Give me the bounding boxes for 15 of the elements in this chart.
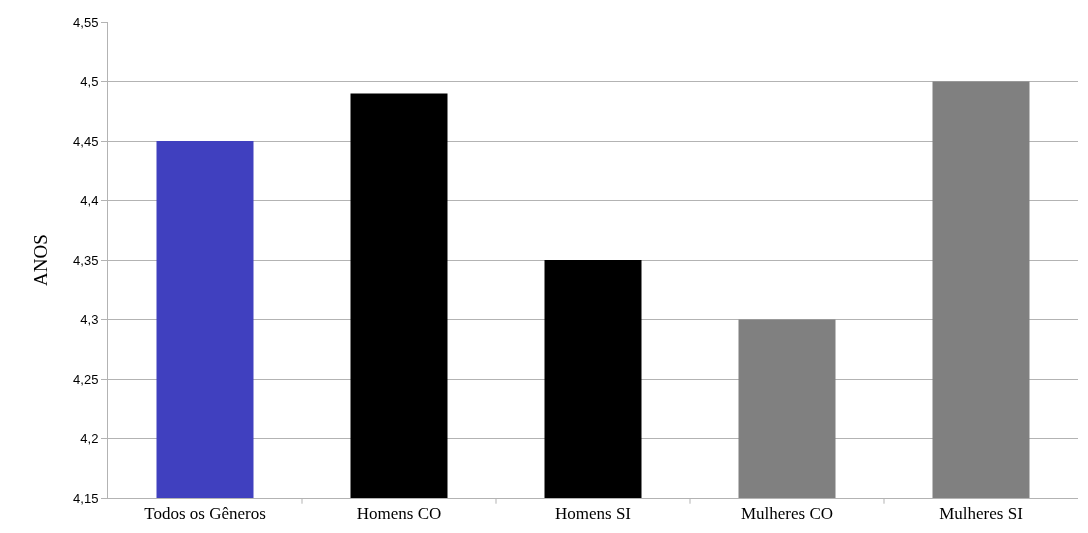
y-tick-label: 4,2	[80, 431, 99, 447]
y-tick-label: 4,15	[73, 490, 99, 506]
y-tick-label: 4,55	[73, 14, 99, 30]
y-tick-label: 4,3	[80, 312, 99, 328]
y-tick-label: 4,4	[80, 193, 99, 209]
y-tick-label: 4,5	[80, 74, 99, 90]
x-tick-label: Mulheres SI	[939, 504, 1024, 524]
y-axis-title: ANOS	[29, 234, 51, 286]
x-tick-label: Homens SI	[554, 504, 632, 524]
x-tick-label: Todos os Gêneros	[144, 504, 266, 524]
y-tick-label: 4,45	[73, 133, 99, 149]
x-tick-label: Mulheres CO	[740, 504, 834, 524]
y-tick-label: 4,25	[73, 371, 99, 387]
y-tick-label: 4,35	[73, 252, 99, 268]
x-tick-label: Homens CO	[356, 504, 442, 524]
